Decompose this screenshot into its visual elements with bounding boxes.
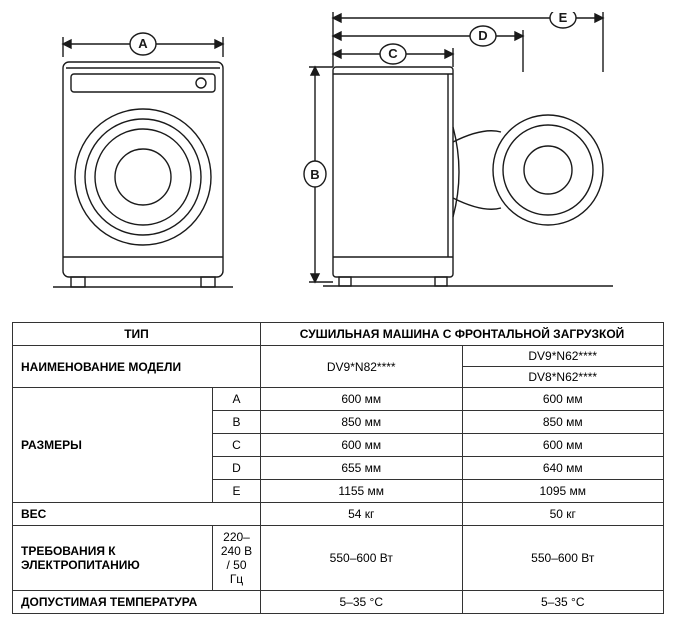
model-col1: DV9*N82**** xyxy=(261,346,463,388)
dim-C: C xyxy=(213,434,261,457)
spec-table: ТИП СУШИЛЬНАЯ МАШИНА С ФРОНТАЛЬНОЙ ЗАГРУ… xyxy=(12,322,664,614)
side-view-diagram: E D C B xyxy=(283,12,643,302)
header-type: ТИП xyxy=(13,323,261,346)
front-view-diagram: A xyxy=(33,12,243,302)
dim-label-c: C xyxy=(388,46,398,61)
dim-A: A xyxy=(213,388,261,411)
row-weight: ВЕС xyxy=(13,503,261,526)
model-col2: DV9*N62**** DV8*N62**** xyxy=(462,346,664,388)
row-temp: ДОПУСТИМАЯ ТЕМПЕРАТУРА xyxy=(13,591,261,614)
row-dims-label: РАЗМЕРЫ xyxy=(13,388,213,503)
row-power: ТРЕБОВАНИЯ К ЭЛЕКТРОПИТАНИЮ xyxy=(13,526,213,591)
row-model-name: НАИМЕНОВАНИЕ МОДЕЛИ xyxy=(13,346,261,388)
dim-E: E xyxy=(213,480,261,503)
dim-B: B xyxy=(213,411,261,434)
header-machine: СУШИЛЬНАЯ МАШИНА С ФРОНТАЛЬНОЙ ЗАГРУЗКОЙ xyxy=(261,323,664,346)
dim-label-e: E xyxy=(559,12,568,25)
dim-label-b: B xyxy=(310,167,319,182)
dim-label-a: A xyxy=(138,36,148,51)
dim-D: D xyxy=(213,457,261,480)
dim-label-d: D xyxy=(478,28,487,43)
diagram-container: A xyxy=(12,12,664,302)
